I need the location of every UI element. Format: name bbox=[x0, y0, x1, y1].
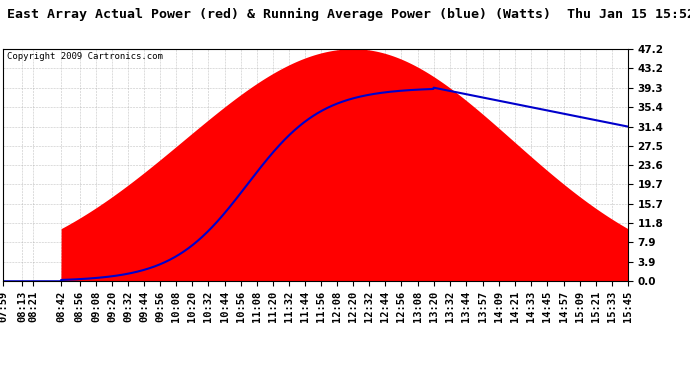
Text: Copyright 2009 Cartronics.com: Copyright 2009 Cartronics.com bbox=[7, 52, 162, 61]
Text: East Array Actual Power (red) & Running Average Power (blue) (Watts)  Thu Jan 15: East Array Actual Power (red) & Running … bbox=[7, 8, 690, 21]
